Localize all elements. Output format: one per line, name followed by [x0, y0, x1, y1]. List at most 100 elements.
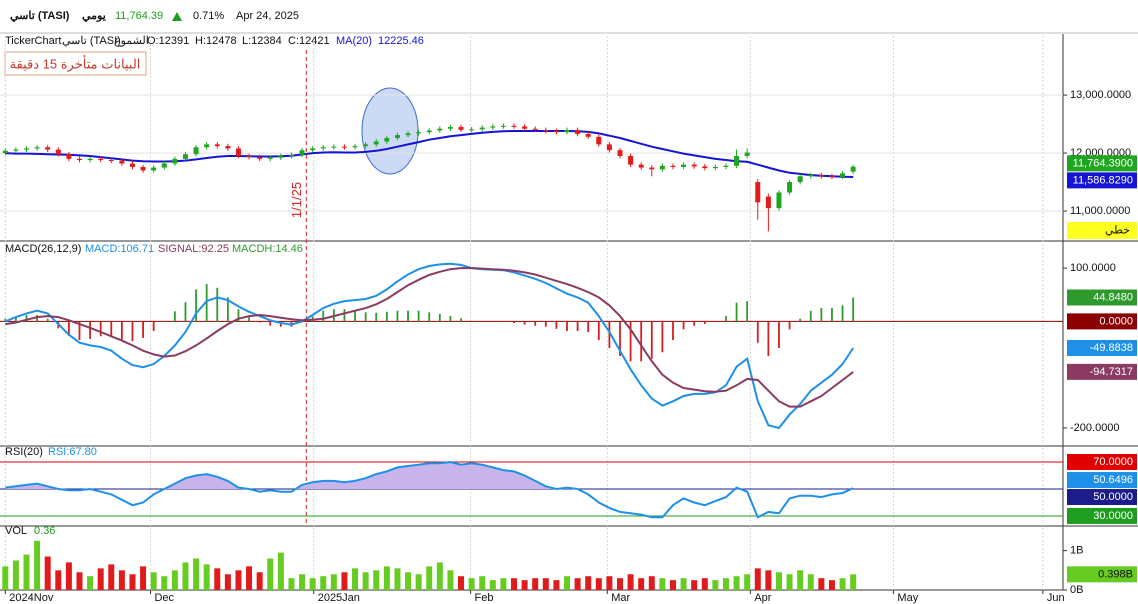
volume-bar	[193, 558, 200, 590]
volume-bar	[224, 574, 231, 590]
volume-bar	[680, 578, 687, 590]
histogram-bar	[703, 321, 706, 325]
panel-title: RSI(20)	[5, 446, 43, 458]
volume-bar	[638, 578, 645, 590]
histogram-bar	[555, 321, 558, 329]
volume-bar	[574, 578, 581, 590]
histogram-bar	[693, 321, 696, 326]
value-label: 0.398B	[1098, 568, 1133, 580]
histogram-bar	[682, 321, 685, 330]
volume-bar	[140, 566, 147, 590]
volume-bar	[458, 576, 465, 590]
volume-bar	[553, 580, 560, 590]
x-tick-label: 2025Jan	[318, 592, 360, 604]
y-tick-label: 13,000.0000	[1070, 89, 1131, 101]
candle-body	[511, 125, 517, 127]
histogram-bar	[491, 321, 494, 322]
volume-bar	[616, 578, 623, 590]
candle-body	[161, 163, 167, 168]
histogram-bar	[597, 321, 600, 341]
histogram-bar	[831, 308, 833, 322]
value-label: 11,586.8290	[1073, 174, 1133, 186]
volume-bar	[65, 562, 72, 590]
histogram-bar	[756, 321, 759, 343]
readout: 12225.46	[378, 35, 424, 47]
volume-bar	[606, 576, 613, 590]
x-tick-label: May	[897, 592, 918, 604]
histogram-bar	[25, 314, 28, 322]
candle-body	[373, 141, 379, 145]
value-label: 50.0000	[1093, 491, 1133, 503]
candle-body	[500, 125, 506, 127]
histogram-bar	[672, 321, 674, 341]
candle-body	[299, 150, 305, 155]
histogram-bar	[258, 321, 261, 323]
candle-body	[522, 126, 528, 129]
histogram-bar	[608, 321, 611, 349]
candle-body	[119, 160, 125, 164]
volume-bar	[405, 572, 412, 590]
rsi-fill	[5, 462, 854, 489]
candle-body	[447, 126, 453, 129]
volume-bar	[722, 578, 729, 590]
readout: 0.36	[34, 525, 55, 537]
info: O:12391	[147, 35, 189, 47]
date-marker-label: 1/1/25	[289, 182, 304, 218]
volume-bar	[383, 566, 390, 590]
histogram-bar	[629, 321, 632, 362]
volume-bar	[765, 570, 772, 590]
candle-body	[204, 144, 210, 148]
volume-bar	[839, 578, 846, 590]
candle-body	[310, 148, 316, 151]
candle-body	[596, 136, 602, 145]
last-price: 11,764.39	[115, 10, 163, 22]
volume-bar	[277, 552, 284, 590]
value-box	[1067, 339, 1137, 356]
value-box	[1067, 172, 1137, 189]
candle-body	[416, 132, 422, 134]
ma-line	[5, 130, 854, 178]
histogram-bar	[725, 316, 727, 322]
candle-body	[214, 144, 220, 147]
candle-body	[659, 165, 665, 170]
volume-bar	[807, 574, 814, 590]
style-label[interactable]: خطي	[1105, 225, 1130, 237]
volume-bar	[479, 576, 486, 590]
histogram-bar	[852, 297, 855, 322]
histogram-bar	[449, 316, 452, 322]
candle-body	[585, 133, 591, 137]
histogram-bar	[417, 310, 420, 322]
volume-bar	[55, 570, 62, 590]
candle-body	[87, 158, 93, 161]
candle-body	[13, 149, 19, 151]
histogram-bar	[269, 321, 272, 326]
histogram-bar	[576, 321, 579, 331]
volume-bar	[246, 566, 253, 590]
candle-body	[193, 147, 199, 155]
histogram-bar	[513, 321, 515, 323]
histogram-bar	[322, 310, 325, 322]
candle-body	[638, 164, 644, 168]
candle-body	[55, 149, 61, 155]
volume-bar	[850, 574, 857, 590]
volume-bar	[786, 574, 793, 590]
histogram-bar	[375, 312, 378, 322]
candle-body	[331, 146, 337, 148]
histogram-bar	[195, 289, 197, 322]
candle-body	[490, 126, 496, 128]
style-box[interactable]	[1067, 222, 1137, 239]
candle-body	[23, 148, 29, 150]
histogram-bar	[78, 321, 81, 341]
histogram-bar	[544, 321, 547, 327]
x-tick-label: Feb	[475, 592, 494, 604]
volume-bar	[659, 578, 666, 590]
volume-bar	[744, 574, 751, 590]
volume-bar	[150, 572, 157, 590]
candle-body	[246, 155, 252, 158]
histogram-bar	[820, 308, 823, 322]
candle-body	[670, 165, 676, 167]
candle-body	[543, 129, 549, 132]
candle-body	[384, 138, 390, 142]
volume-bar	[489, 580, 496, 590]
